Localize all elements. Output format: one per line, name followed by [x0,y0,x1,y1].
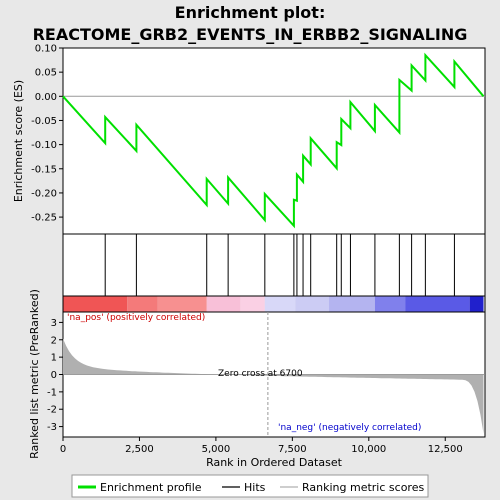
x-tick-label: 2,500 [125,444,154,455]
es-y-tick-label: 0.00 [35,92,57,103]
x-tick-label: 12,500 [428,444,463,455]
x-tick-label: 10,000 [351,444,386,455]
chart-title-line1: Enrichment plot: [175,3,326,22]
colorbar-segment [295,296,330,312]
colorbar-segment [206,296,241,312]
legend-label-hits: Hits [244,481,266,494]
x-tick-label: 5,000 [202,444,231,455]
colorbar-segment [127,296,158,312]
chart-title-line2: REACTOME_GRB2_EVENTS_IN_ERBB2_SIGNALING [33,25,468,44]
metric-y-tick-label: -1 [47,387,57,398]
ranking-metric-group [63,312,485,437]
x-axis-label: Rank in Ordered Dataset [206,456,343,469]
colorbar-segment [469,296,484,312]
colorbar-segment [374,296,406,312]
hits-group [104,234,455,296]
enrichment-profile-group [62,52,485,229]
es-y-axis-label: Enrichment score (ES) [12,80,25,202]
neg-correlated-label: 'na_neg' (negatively correlated) [278,423,421,433]
metric-y-tick-label: 1 [51,353,57,364]
pos-correlated-label: 'na_pos' (positively correlated) [67,313,205,323]
metric-y-tick-label: -2 [47,405,57,416]
metric-y-axis-label: Ranked list metric (PreRanked) [28,289,41,459]
legend-label-metric: Ranking metric scores [302,481,424,494]
ranking-colorbar [62,295,486,313]
colorbar-segment [405,296,470,312]
es-y-tick-label: -0.20 [31,188,57,199]
es-y-axis: 0.10 0.05 0.00 -0.05 -0.10 -0.15 -0.20 -0.25 [31,44,63,224]
colorbar-segment [240,296,265,312]
metric-y-tick-label: -3 [47,422,57,433]
es-y-tick-label: -0.10 [31,140,57,151]
es-y-tick-label: -0.25 [31,213,57,224]
colorbar-segment [63,296,128,312]
x-tick-label: 0 [60,444,66,455]
es-y-tick-label: 0.10 [35,44,57,55]
colorbar-segment [329,296,375,312]
es-y-tick-label: 0.05 [35,68,57,79]
legend-box [71,474,429,498]
x-tick-label: 7,500 [278,444,307,455]
colorbar-segment [264,296,296,312]
legend: Enrichment profile Hits Ranking metric s… [71,474,429,498]
es-y-tick-label: -0.15 [31,164,57,175]
zero-cross-label: Zero cross at 6700 [218,369,303,379]
colorbar-segment [157,296,207,312]
legend-label-profile: Enrichment profile [100,481,202,494]
es-y-tick-label: -0.05 [31,116,57,127]
metric-y-tick-label: 0 [51,370,57,381]
metric-y-tick-label: 3 [51,318,57,329]
metric-y-tick-label: 2 [51,335,57,346]
hits-panel [62,233,486,297]
x-axis: 0 2,500 5,000 7,500 10,000 12,500 [60,437,463,455]
metric-y-axis: 3 2 1 0 -1 -2 -3 [47,318,63,433]
enrichment-profile-line [62,52,485,229]
